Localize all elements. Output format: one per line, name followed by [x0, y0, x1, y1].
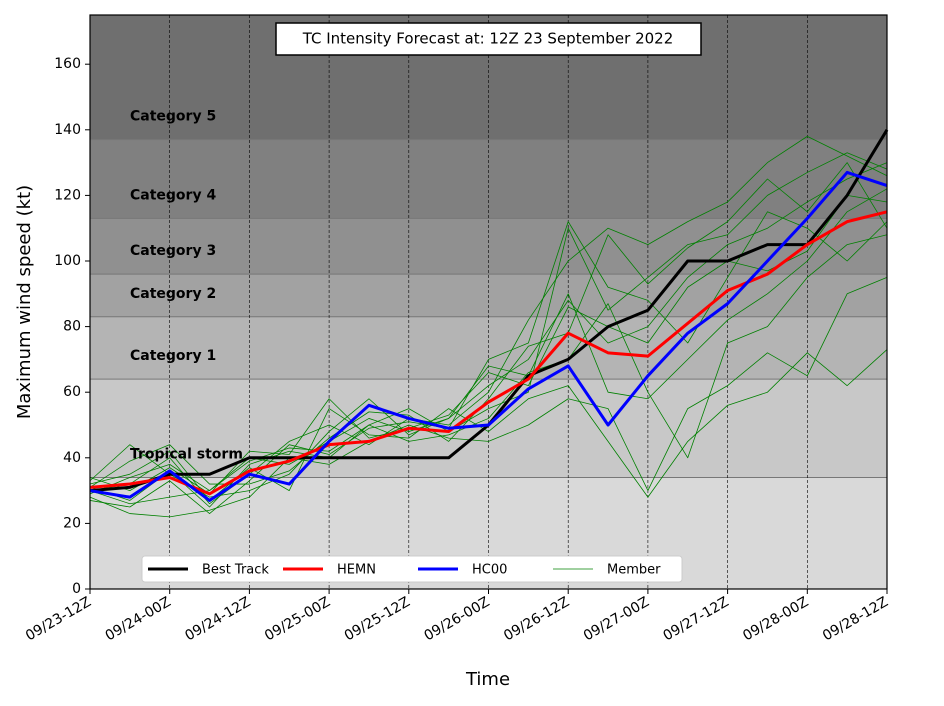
x-tick-label: 09/27-00Z	[581, 594, 652, 644]
title-box	[275, 22, 702, 56]
member-line	[89, 349, 888, 501]
y-tick-label: 0	[72, 581, 81, 597]
x-tick-label: 09/26-00Z	[421, 594, 492, 644]
plot-frame	[89, 14, 888, 590]
legend-label: HC00	[472, 563, 507, 578]
band-label: Category 5	[130, 109, 216, 125]
series-line	[89, 210, 888, 496]
y-tick-label: 60	[63, 384, 81, 400]
x-tick-label: 09/24-12Z	[182, 594, 253, 644]
x-tick-label: 09/24-00Z	[103, 594, 174, 644]
y-tick-label: 100	[54, 253, 81, 269]
y-tick-label: 40	[63, 450, 81, 466]
legend-label: Best Track	[202, 563, 269, 578]
x-tick-label: 09/26-12Z	[501, 594, 572, 644]
member-line	[89, 211, 888, 514]
x-tick-label: 09/28-00Z	[740, 594, 811, 644]
y-axis-label: Maximum wind speed (kt)	[14, 185, 35, 419]
y-tick-label: 80	[63, 319, 81, 335]
band-label: Category 1	[130, 348, 216, 364]
x-tick-label: 09/25-12Z	[342, 594, 413, 644]
x-tick-label: 09/23-12Z	[23, 594, 94, 644]
legend-label: Member	[607, 563, 661, 578]
member-line	[89, 162, 888, 488]
x-tick-label: 09/28-12Z	[820, 594, 891, 644]
member-line	[89, 188, 888, 498]
band-label: Tropical storm	[130, 447, 243, 463]
band-label: Category 2	[130, 286, 216, 302]
member-line	[89, 277, 888, 518]
x-axis-label: Time	[465, 669, 510, 690]
series-line	[89, 170, 888, 502]
y-tick-label: 160	[54, 56, 81, 72]
band-label: Category 3	[130, 243, 216, 259]
y-tick-label: 140	[54, 122, 81, 138]
legend-box	[141, 555, 683, 583]
chart-title: TC Intensity Forecast at: 12Z 23 Septemb…	[302, 30, 674, 48]
y-tick-label: 120	[54, 187, 81, 203]
member-line	[89, 195, 888, 495]
member-line	[89, 135, 888, 505]
member-line	[89, 234, 888, 505]
legend-label: HEMN	[337, 563, 376, 578]
y-tick-label: 20	[63, 515, 81, 531]
x-tick-label: 09/25-00Z	[262, 594, 333, 644]
x-tick-label: 09/27-12Z	[661, 594, 732, 644]
band-label: Category 4	[130, 187, 216, 203]
